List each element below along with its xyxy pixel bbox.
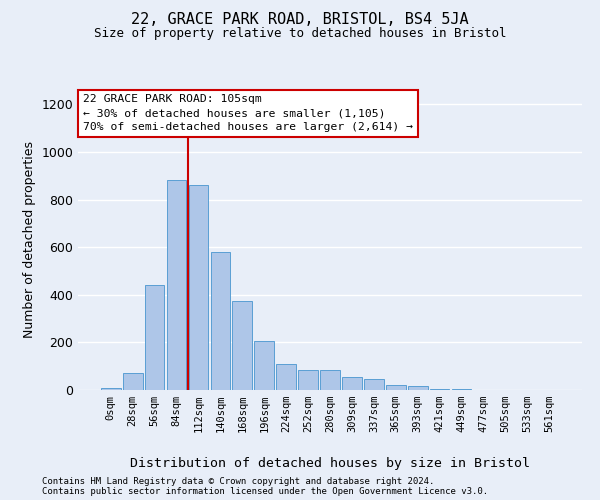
Text: Contains public sector information licensed under the Open Government Licence v3: Contains public sector information licen… bbox=[42, 487, 488, 496]
Bar bbox=[298, 370, 318, 390]
Bar bbox=[211, 252, 230, 390]
Bar bbox=[364, 380, 384, 390]
Bar bbox=[342, 377, 362, 390]
Bar bbox=[232, 300, 252, 390]
Text: Size of property relative to detached houses in Bristol: Size of property relative to detached ho… bbox=[94, 28, 506, 40]
Bar bbox=[167, 180, 187, 390]
Text: Distribution of detached houses by size in Bristol: Distribution of detached houses by size … bbox=[130, 458, 530, 470]
Bar bbox=[188, 185, 208, 390]
Bar bbox=[276, 364, 296, 390]
Text: 22, GRACE PARK ROAD, BRISTOL, BS4 5JA: 22, GRACE PARK ROAD, BRISTOL, BS4 5JA bbox=[131, 12, 469, 28]
Bar bbox=[123, 374, 143, 390]
Bar bbox=[386, 385, 406, 390]
Bar bbox=[254, 341, 274, 390]
Bar bbox=[430, 389, 449, 390]
Bar bbox=[101, 388, 121, 390]
Text: Contains HM Land Registry data © Crown copyright and database right 2024.: Contains HM Land Registry data © Crown c… bbox=[42, 477, 434, 486]
Bar bbox=[145, 285, 164, 390]
Bar bbox=[408, 386, 428, 390]
Y-axis label: Number of detached properties: Number of detached properties bbox=[23, 142, 36, 338]
Bar bbox=[320, 370, 340, 390]
Text: 22 GRACE PARK ROAD: 105sqm
← 30% of detached houses are smaller (1,105)
70% of s: 22 GRACE PARK ROAD: 105sqm ← 30% of deta… bbox=[83, 94, 413, 132]
